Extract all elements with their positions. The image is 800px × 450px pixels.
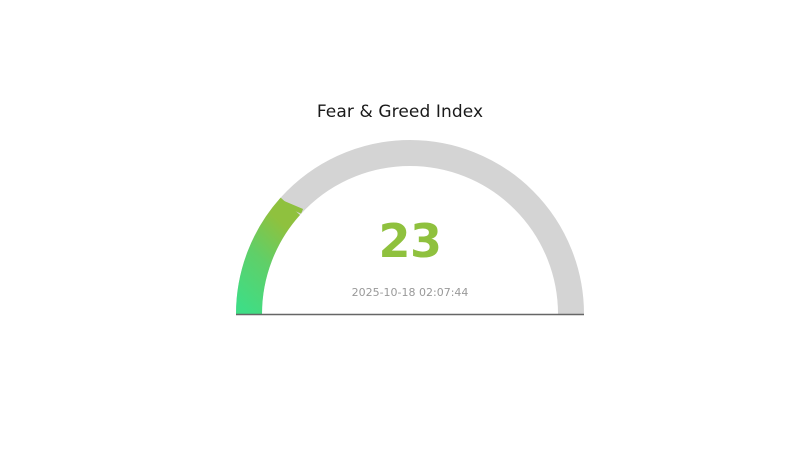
gauge-value: 23 bbox=[378, 214, 442, 268]
gauge-progress-arc bbox=[236, 197, 301, 315]
gauge-timestamp: 2025-10-18 02:07:44 bbox=[351, 286, 469, 299]
gauge-threshold-marker bbox=[277, 198, 304, 214]
page-title: Fear & Greed Index bbox=[316, 102, 484, 122]
gauge-chart bbox=[230, 140, 590, 325]
gauge-svg bbox=[236, 140, 584, 316]
